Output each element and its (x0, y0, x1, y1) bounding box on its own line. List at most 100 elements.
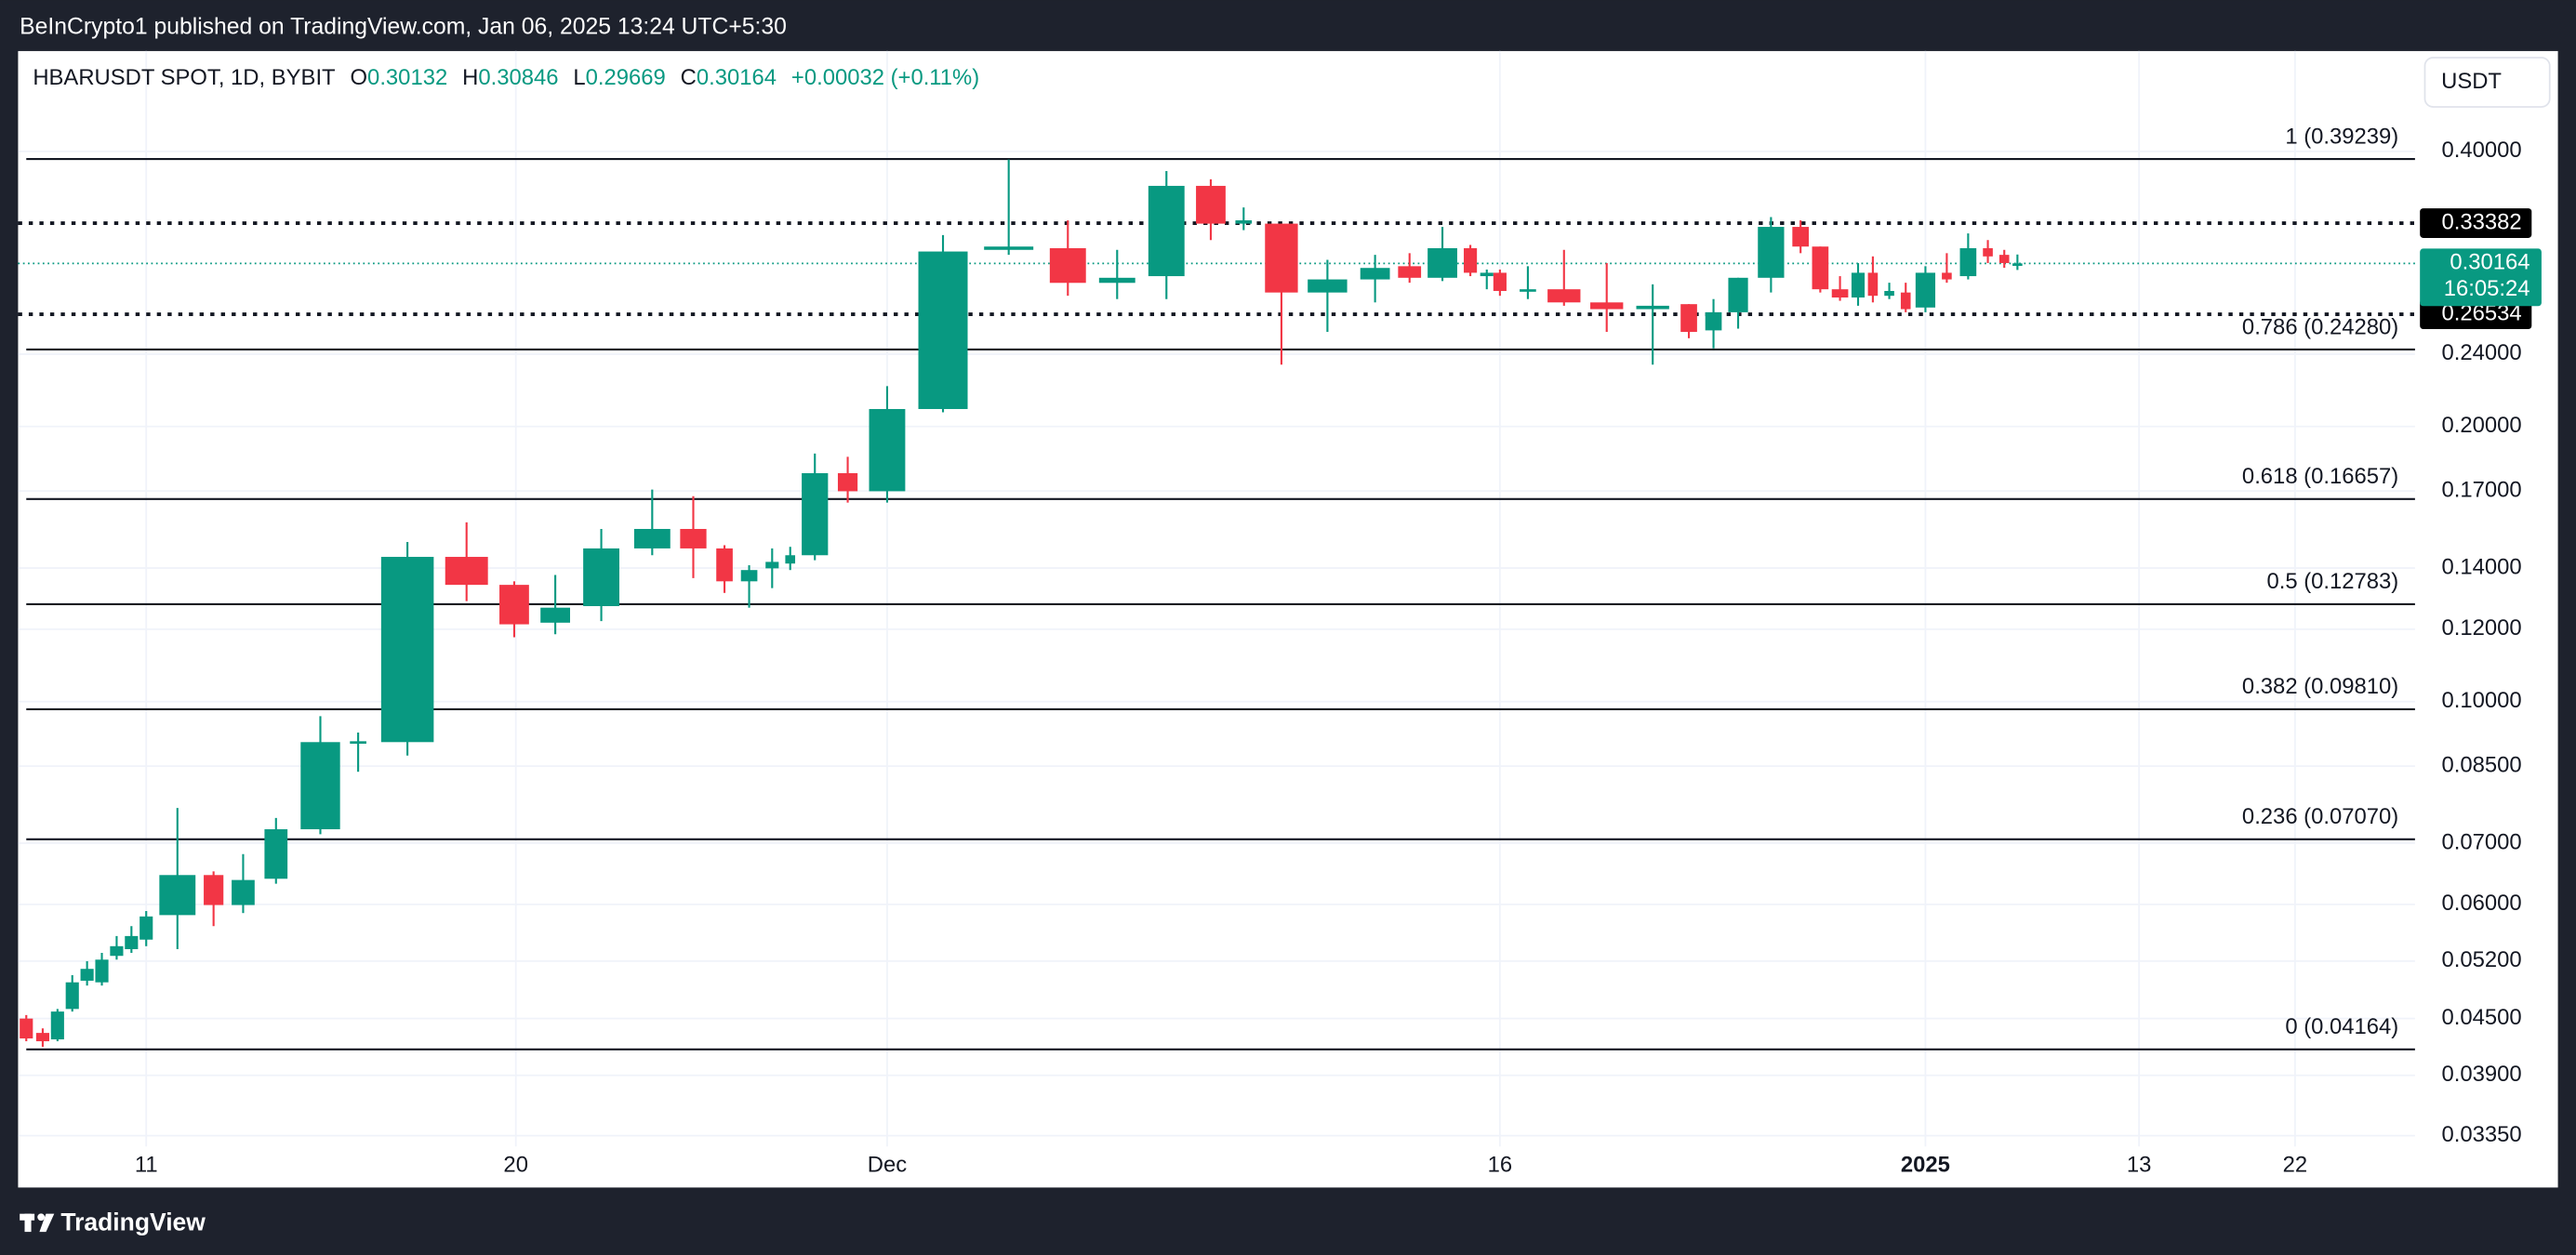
x-tick-label: 11 (135, 1153, 158, 1178)
candle-body (1942, 272, 1952, 280)
candle-body (1812, 246, 1829, 290)
y-tick-label: 0.14000 (2442, 554, 2522, 579)
currency-button[interactable] (2423, 57, 2551, 108)
y-tick-label: 0.08500 (2442, 752, 2522, 777)
candle-body (1098, 277, 1135, 284)
candle-body (20, 1018, 33, 1039)
candle-body (802, 473, 829, 556)
candle-body (540, 607, 571, 623)
candle-body (680, 528, 707, 548)
fib-label: 0.786 (0.24280) (2242, 314, 2398, 339)
x-tick-label: 16 (1488, 1153, 1513, 1178)
candle-body (633, 528, 671, 548)
candle-body (1792, 227, 1810, 247)
change: +0.00032 (+0.11%) (791, 65, 979, 90)
candle-body (1983, 247, 1993, 257)
candle-body (300, 742, 340, 830)
l-label: L (573, 65, 585, 90)
level-badge-label: 0.33382 (2442, 209, 2522, 234)
candle-body (765, 561, 779, 569)
y-tick-label: 0.06000 (2442, 891, 2522, 916)
y-tick-label: 0.24000 (2442, 340, 2522, 365)
candle-body (1547, 289, 1581, 303)
x-tick-label: 13 (2127, 1153, 2152, 1178)
publisher: BeInCrypto1 published on TradingView.com… (20, 15, 787, 40)
h-value: 0.30846 (478, 65, 558, 90)
x-tick-label: 22 (2283, 1153, 2308, 1178)
candle-body (785, 555, 796, 564)
candle-body (159, 875, 196, 916)
candle-body (1235, 220, 1253, 224)
candle-body (125, 935, 139, 949)
fib-label: 0 (0.04164) (2285, 1014, 2398, 1039)
levels: 1 (0.39239) 0.786 (0.24280) 0.618 (0.16657… (18, 124, 2415, 1050)
last-price-badge (2420, 248, 2542, 307)
level-badge (2420, 299, 2532, 329)
x-tick-label: Dec (868, 1153, 907, 1178)
candle-body (1998, 255, 2010, 263)
fib-label: 0.618 (0.16657) (2242, 464, 2398, 489)
y-tick-label: 0.03900 (2442, 1062, 2522, 1087)
currency[interactable]: USDT (2441, 69, 2502, 94)
candle-body (1590, 302, 1624, 310)
candle-body (1680, 304, 1697, 333)
brand: TradingView (60, 1208, 206, 1235)
fib-label: 0.5 (0.12783) (2266, 569, 2398, 594)
candles (20, 159, 2023, 1048)
candle-body (499, 585, 529, 625)
y-tick-label: 0.12000 (2442, 615, 2522, 641)
candle-body (1831, 289, 1849, 298)
candle-body (1636, 305, 1669, 310)
y-tick-label: 0.07000 (2442, 829, 2522, 854)
candle-body (1360, 268, 1390, 280)
o-label: O (351, 65, 368, 90)
y-tick-label: 0.10000 (2442, 688, 2522, 713)
candle-body (583, 548, 620, 607)
candle-body (1867, 272, 1879, 297)
y-tick-label: 0.40000 (2442, 138, 2522, 163)
fib-label: 0.382 (0.09810) (2242, 674, 2398, 699)
candle-body (35, 1033, 49, 1042)
last-price-label: 0.30164 (2450, 250, 2530, 275)
y-tick-label: 0.03350 (2442, 1122, 2522, 1147)
y-tick-label: 0.05200 (2442, 947, 2522, 972)
candle-body (1427, 247, 1457, 278)
candle-body (1196, 185, 1226, 224)
candle-body (1851, 272, 1866, 298)
y-tick-label: 0.04500 (2442, 1005, 2522, 1030)
candle-body (95, 959, 109, 983)
candle-body (445, 557, 488, 586)
candle-body (1959, 247, 1977, 277)
candle-body (1705, 311, 1722, 331)
candle-body (918, 251, 968, 409)
candle-body (1520, 289, 1536, 292)
candle-body (1728, 277, 1748, 312)
candle-body (50, 1011, 64, 1040)
candle-body (110, 945, 124, 957)
candle-body (1480, 272, 1494, 277)
candle-body (1884, 290, 1894, 297)
candle-body (1308, 279, 1348, 293)
x-tick-label: 20 (503, 1153, 528, 1178)
fib-label: 1 (0.39239) (2285, 124, 2398, 149)
candle-body (740, 570, 758, 582)
candle-body (2012, 263, 2023, 266)
legend: HBARUSDT SPOT, 1D, BYBIT O0.30132 H0.30846… (33, 65, 979, 90)
candle-body (1915, 272, 1936, 308)
candle-body (1900, 292, 1911, 310)
candle-body (1464, 247, 1478, 273)
candle-body (65, 982, 79, 1010)
candle-body (716, 548, 733, 582)
candle-body (1758, 227, 1785, 278)
candle-body (1398, 266, 1422, 278)
candle-body (837, 473, 858, 492)
y-tick-label: 0.20000 (2442, 413, 2522, 438)
fib-label: 0.236 (0.07070) (2242, 804, 2398, 829)
candle-body (232, 879, 255, 905)
candle-body (984, 246, 1034, 250)
candle-body (869, 408, 906, 492)
o-value: 0.30132 (367, 65, 447, 90)
candle-body (139, 916, 153, 940)
candle-body (350, 741, 366, 744)
